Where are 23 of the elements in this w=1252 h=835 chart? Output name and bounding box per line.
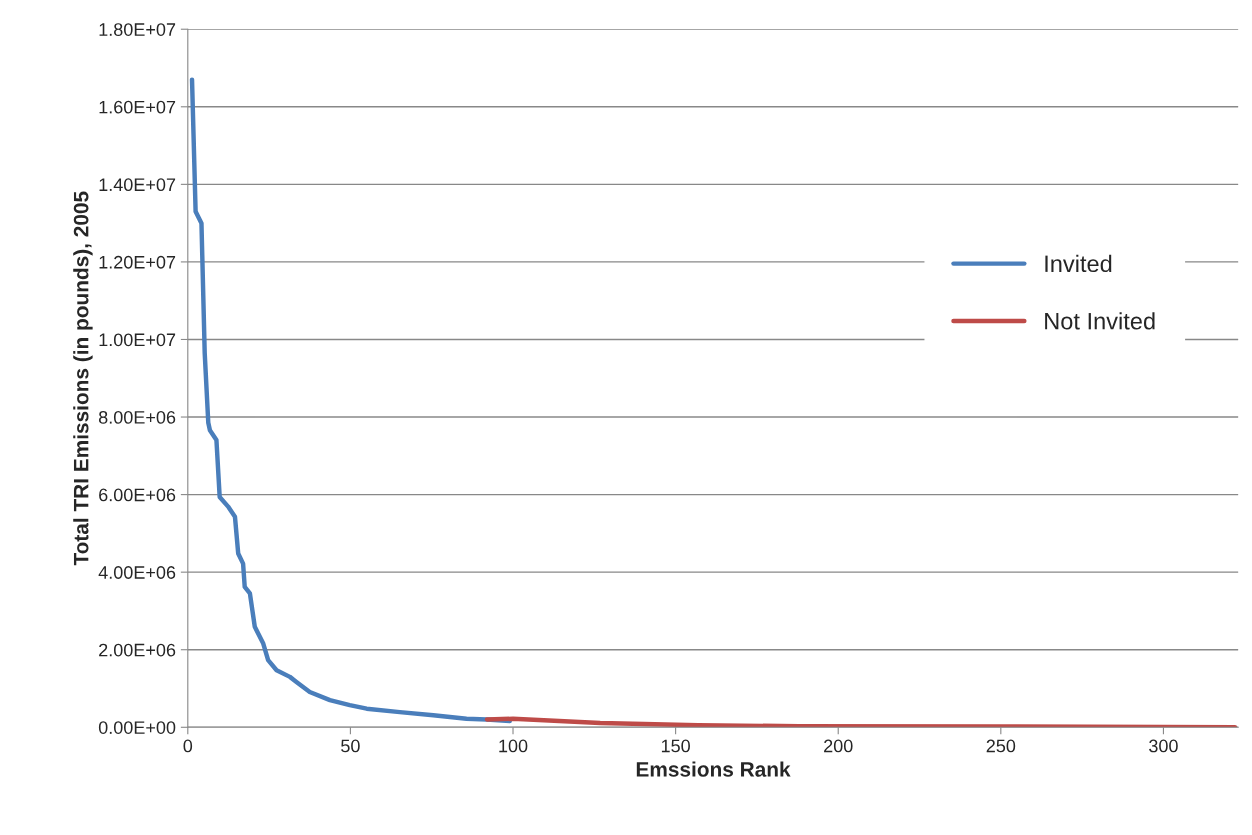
line-series [484, 716, 1238, 728]
y-tick-label: 1.60E+07 [99, 100, 176, 114]
legend-label: Not Invited [1045, 312, 1155, 330]
y-tick-label: 6.00E+06 [99, 488, 176, 502]
y-tick-label: 1.40E+07 [99, 178, 176, 192]
y-tick-label: 0.00E+00 [98, 721, 176, 735]
y-tick-label: 4.00E+06 [98, 566, 176, 579]
line-series [189, 77, 512, 724]
y-tick-label: 2.00E+06 [99, 643, 176, 657]
y-tick-label: 8.00E+06 [98, 410, 176, 424]
x-tick-label: 250 [986, 739, 1016, 753]
x-tick-label: 300 [1149, 739, 1178, 753]
y-tick-label: 1.00E+07 [99, 333, 176, 347]
x-axis-title: Emssions Rank [636, 761, 791, 777]
x-tick-label: 200 [824, 739, 853, 753]
x-tick-label: 50 [341, 739, 360, 753]
x-tick-label: 100 [499, 739, 528, 753]
y-tick-label: 1.20E+07 [99, 255, 176, 269]
legend-label: Invited [1045, 254, 1112, 273]
x-tick-label: 150 [661, 739, 690, 753]
y-axis-title: Total TRI Emissions (in pounds), 2005 [73, 191, 93, 566]
x-tick-label: 0 [183, 739, 193, 753]
y-tick-label: 1.80E+07 [99, 23, 176, 36]
